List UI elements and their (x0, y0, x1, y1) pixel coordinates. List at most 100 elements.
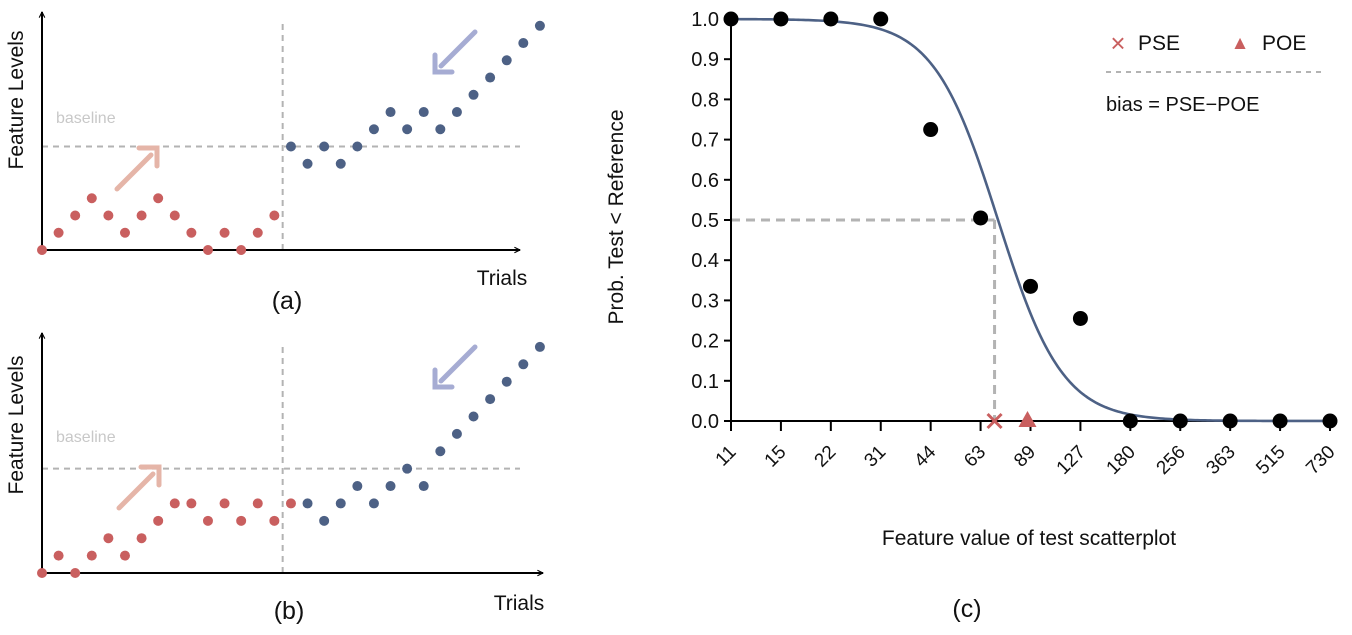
data-point (773, 11, 789, 27)
x-tick-label: 363 (1202, 442, 1239, 479)
panel-a-descending-point (368, 124, 379, 135)
data-point (1023, 278, 1038, 294)
panel-b-ascending-point (86, 550, 97, 561)
panel-a-descending-point (418, 107, 429, 118)
panel-b-ascending-point (186, 498, 197, 509)
panel-c-points (723, 11, 1338, 429)
panel-b-descending-point (335, 498, 346, 509)
panel-c-guides (731, 218, 997, 421)
panel-a-caption: (a) (272, 287, 303, 315)
panel-c-psychometric-chart: 0.0 0.1 0.2 0.3 0.4 0.5 0.6 0.7 0.8 0.9 1.0 11 15 22… (605, 9, 1340, 623)
panel-b-descending-point (319, 515, 330, 526)
panel-b-staircase: baseline Feature Levels Trials (b) (5, 333, 545, 625)
panel-c-axes (730, 14, 1330, 422)
panel-a-down-arrow (432, 29, 478, 75)
panel-b-ascending-point (153, 515, 164, 526)
x-tick-label: 11 (712, 442, 741, 471)
panel-b-descending-point (418, 481, 429, 492)
y-tick-label: 0.7 (691, 130, 719, 152)
panel-b-descending-point (451, 428, 462, 439)
panel-b-y-label: Feature Levels (5, 356, 28, 495)
panel-b-ascending-point (219, 498, 230, 509)
panel-a-ascending-point (136, 210, 147, 221)
panel-b-baseline-label: baseline (56, 429, 116, 446)
data-point (923, 122, 939, 138)
data-point (1272, 413, 1288, 429)
panel-b-descending-point (352, 481, 363, 492)
pse-legend-label: PSE (1138, 32, 1180, 55)
x-tick-label: 180 (1103, 442, 1140, 479)
panel-a-ascending-point (236, 245, 247, 255)
panel-b-caption: (b) (274, 597, 305, 625)
poe-legend-label: POE (1262, 32, 1306, 55)
panel-b-ascending-point (53, 550, 64, 561)
panel-a-ascending-point (219, 227, 230, 238)
panel-b-ascending-point (169, 498, 180, 509)
panel-a-descending-point (501, 55, 512, 66)
panel-a-descending-point (402, 124, 413, 135)
panel-a-ascending-point (202, 245, 213, 255)
panel-a-descending-point (534, 20, 545, 31)
panel-c-x-label: Feature value of test scatterplot (882, 527, 1176, 550)
x-tick-label: 15 (761, 442, 791, 472)
panel-a-descending-point (435, 124, 446, 135)
x-tick-label: 31 (860, 442, 890, 472)
panel-a-ascending-point (103, 210, 114, 221)
panel-b-descending-point (368, 498, 379, 509)
panel-b-ascending-point (285, 498, 296, 509)
x-tick-label: 22 (811, 442, 841, 472)
data-point (1072, 310, 1088, 326)
panel-a-ascending-point (70, 210, 81, 221)
panel-b-ascending-point (252, 498, 263, 509)
panel-b-down-arrow (432, 344, 478, 390)
data-point (973, 210, 989, 226)
y-tick-label: 0.1 (691, 371, 719, 393)
panel-a-staircase: baseline Feature Levels Trials (a) (5, 12, 545, 315)
data-point (1222, 413, 1238, 429)
panel-b-descending-point (385, 481, 396, 492)
x-tick-label: 63 (960, 442, 990, 472)
panel-c-markers (986, 411, 1037, 430)
panel-b-descending-point (501, 376, 512, 387)
y-tick-label: 0.0 (691, 411, 719, 433)
y-tick-label: 0.5 (691, 210, 719, 232)
panel-a-descending-point (468, 89, 479, 100)
panel-b-descending-point (468, 411, 479, 422)
panel-b-guides (42, 343, 520, 573)
panel-a-points (37, 20, 545, 255)
y-tick-label: 0.8 (691, 89, 719, 111)
y-tick-label: 0.9 (691, 49, 719, 71)
panel-a-guides (42, 22, 520, 250)
y-tick-label: 0.4 (691, 250, 719, 272)
panel-c-y-ticks: 0.0 0.1 0.2 0.3 0.4 0.5 0.6 0.7 0.8 0.9 1.0 (691, 9, 731, 433)
panel-a-ascending-point (53, 227, 64, 238)
data-point (823, 11, 839, 27)
panel-a-up-arrow (114, 145, 160, 192)
x-tick-label: 44 (910, 441, 940, 471)
x-tick-label: 127 (1053, 442, 1090, 479)
panel-b-ascending-point (202, 515, 213, 526)
y-tick-label: 0.6 (691, 170, 719, 192)
data-point (1122, 413, 1138, 429)
panel-b-descending-point (518, 359, 529, 370)
panel-b-up-arrow (116, 464, 162, 511)
panel-b-ascending-point (269, 515, 280, 526)
panel-a-descending-point (352, 141, 363, 152)
bias-formula: bias = PSE−POE (1106, 94, 1259, 116)
panel-a-descending-point (451, 107, 462, 118)
x-tick-label: 89 (1010, 442, 1040, 472)
panel-a-descending-point (518, 38, 529, 49)
data-point (1322, 413, 1338, 429)
pse-marker (986, 412, 1003, 430)
panel-a-ascending-point (86, 193, 97, 204)
panel-a-ascending-point (153, 193, 164, 204)
panel-a-baseline-label: baseline (56, 110, 116, 127)
panel-b-descending-point (302, 498, 313, 509)
panel-a-ascending-point (119, 227, 130, 238)
panel-b-descending-point (402, 463, 413, 474)
panel-a-descending-point (302, 158, 313, 169)
data-point (1172, 413, 1188, 429)
panel-a-axes (42, 12, 520, 250)
panel-b-points (37, 341, 545, 578)
